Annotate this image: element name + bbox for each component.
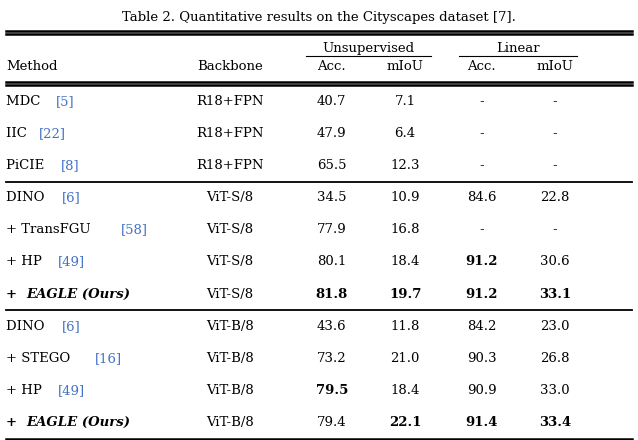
Text: [8]: [8] <box>61 159 80 172</box>
Text: 6.4: 6.4 <box>394 127 416 140</box>
Text: 33.0: 33.0 <box>540 384 570 397</box>
Text: 91.4: 91.4 <box>466 416 498 429</box>
Text: DINO: DINO <box>6 191 49 204</box>
Text: 84.2: 84.2 <box>467 320 496 333</box>
Text: [6]: [6] <box>61 191 80 204</box>
Text: 12.3: 12.3 <box>390 159 420 172</box>
Text: 21.0: 21.0 <box>390 352 420 365</box>
Text: 22.1: 22.1 <box>389 416 421 429</box>
Text: 80.1: 80.1 <box>317 256 346 268</box>
Text: mIoU: mIoU <box>387 60 424 73</box>
Text: EAGLE (Ours): EAGLE (Ours) <box>27 416 131 429</box>
Text: [49]: [49] <box>58 384 85 397</box>
Text: R18+FPN: R18+FPN <box>196 127 263 140</box>
Text: ViT-S/8: ViT-S/8 <box>206 191 253 204</box>
Text: ViT-B/8: ViT-B/8 <box>206 416 253 429</box>
Text: DINO: DINO <box>6 320 49 333</box>
Text: Acc.: Acc. <box>318 60 346 73</box>
Text: +: + <box>6 416 22 429</box>
Text: -: - <box>553 95 558 108</box>
Text: 19.7: 19.7 <box>389 288 421 301</box>
Text: + HP: + HP <box>6 256 47 268</box>
Text: -: - <box>479 127 484 140</box>
Text: 84.6: 84.6 <box>467 191 496 204</box>
Text: -: - <box>479 224 484 236</box>
Text: 22.8: 22.8 <box>540 191 570 204</box>
Text: ViT-S/8: ViT-S/8 <box>206 288 253 301</box>
Text: Linear: Linear <box>496 42 540 55</box>
Text: Unsupervised: Unsupervised <box>322 42 415 55</box>
Text: IIC: IIC <box>6 127 31 140</box>
Text: 73.2: 73.2 <box>317 352 346 365</box>
Text: PiCIE: PiCIE <box>6 159 49 172</box>
Text: 16.8: 16.8 <box>390 224 420 236</box>
Text: Table 2. Quantitative results on the Cityscapes dataset [7].: Table 2. Quantitative results on the Cit… <box>122 11 516 24</box>
Text: +: + <box>6 288 22 301</box>
Text: 33.4: 33.4 <box>539 416 571 429</box>
Text: 79.4: 79.4 <box>317 416 346 429</box>
Text: -: - <box>553 159 558 172</box>
Text: 40.7: 40.7 <box>317 95 346 108</box>
Text: +: + <box>6 288 22 301</box>
Text: 90.9: 90.9 <box>467 384 496 397</box>
Text: ViT-B/8: ViT-B/8 <box>206 384 253 397</box>
Text: 47.9: 47.9 <box>317 127 346 140</box>
Text: [58]: [58] <box>121 224 148 236</box>
Text: + HP: + HP <box>6 384 47 397</box>
Text: [22]: [22] <box>39 127 66 140</box>
Text: -: - <box>553 127 558 140</box>
Text: 30.6: 30.6 <box>540 256 570 268</box>
Text: 90.3: 90.3 <box>467 352 496 365</box>
Text: Acc.: Acc. <box>468 60 496 73</box>
Text: Backbone: Backbone <box>197 60 263 73</box>
Text: ViT-B/8: ViT-B/8 <box>206 352 253 365</box>
Text: R18+FPN: R18+FPN <box>196 95 263 108</box>
Text: ViT-B/8: ViT-B/8 <box>206 320 253 333</box>
Text: ViT-S/8: ViT-S/8 <box>206 224 253 236</box>
Text: DINO: DINO <box>6 320 49 333</box>
Text: R18+FPN: R18+FPN <box>196 159 263 172</box>
Text: + TransFGU: + TransFGU <box>6 224 95 236</box>
Text: EAGLE (Ours): EAGLE (Ours) <box>27 288 131 301</box>
Text: 18.4: 18.4 <box>390 384 420 397</box>
Text: 26.8: 26.8 <box>540 352 570 365</box>
Text: 81.8: 81.8 <box>316 288 348 301</box>
Text: [5]: [5] <box>56 95 75 108</box>
Text: 7.1: 7.1 <box>394 95 416 108</box>
Text: -: - <box>553 224 558 236</box>
Text: 11.8: 11.8 <box>390 320 420 333</box>
Text: Method: Method <box>6 60 58 73</box>
Text: 34.5: 34.5 <box>317 191 346 204</box>
Text: 33.1: 33.1 <box>539 288 571 301</box>
Text: -: - <box>479 95 484 108</box>
Text: 65.5: 65.5 <box>317 159 346 172</box>
Text: + HP: + HP <box>6 384 47 397</box>
Text: PiCIE: PiCIE <box>6 159 49 172</box>
Text: IIC: IIC <box>6 127 31 140</box>
Text: MDC: MDC <box>6 95 45 108</box>
Text: MDC: MDC <box>6 95 45 108</box>
Text: + STEGO: + STEGO <box>6 352 75 365</box>
Text: 43.6: 43.6 <box>317 320 346 333</box>
Text: 91.2: 91.2 <box>466 288 498 301</box>
Text: [16]: [16] <box>95 352 122 365</box>
Text: 23.0: 23.0 <box>540 320 570 333</box>
Text: + HP: + HP <box>6 256 47 268</box>
Text: +: + <box>6 416 22 429</box>
Text: 10.9: 10.9 <box>390 191 420 204</box>
Text: 18.4: 18.4 <box>390 256 420 268</box>
Text: mIoU: mIoU <box>537 60 574 73</box>
Text: 77.9: 77.9 <box>317 224 346 236</box>
Text: [6]: [6] <box>61 320 80 333</box>
Text: 91.2: 91.2 <box>466 256 498 268</box>
Text: + TransFGU: + TransFGU <box>6 224 95 236</box>
Text: + STEGO: + STEGO <box>6 352 75 365</box>
Text: -: - <box>479 159 484 172</box>
Text: ViT-S/8: ViT-S/8 <box>206 256 253 268</box>
Text: 79.5: 79.5 <box>316 384 348 397</box>
Text: [49]: [49] <box>58 256 85 268</box>
Text: DINO: DINO <box>6 191 49 204</box>
